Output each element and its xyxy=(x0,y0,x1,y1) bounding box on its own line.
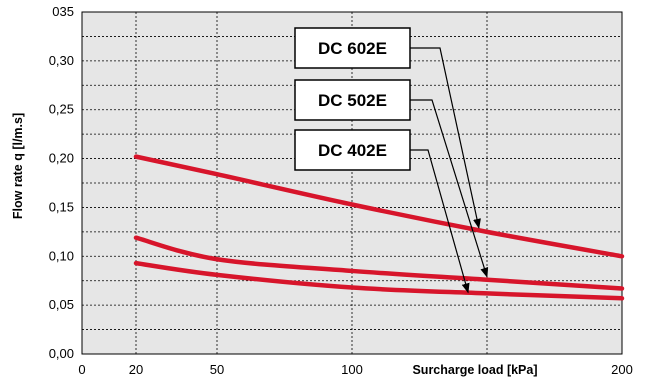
series-line-dc-402e xyxy=(133,260,625,301)
callout-box xyxy=(294,27,411,69)
legend-label: DC 402E xyxy=(318,141,387,160)
y-axis-label: Flow rate q [l/m.s] xyxy=(11,113,25,219)
y-tick-label: 0,15 xyxy=(49,199,74,214)
x-tick-label: 0 xyxy=(78,362,85,377)
callout-box xyxy=(294,79,411,121)
legend-label: DC 502E xyxy=(318,91,387,110)
y-tick-label: 0,30 xyxy=(49,53,74,68)
y-tick-label: 035 xyxy=(52,4,74,19)
leader-arrow xyxy=(410,99,489,278)
series-line-dc-502e xyxy=(133,235,625,291)
series-lines xyxy=(133,154,625,301)
y-tick-label: 0,05 xyxy=(49,297,74,312)
tick-labels: 0,00 0,05 0,10 0,15 0,20 0,25 0,30 035 0 20 50 100 S… xyxy=(49,4,633,377)
x-tick-label: 20 xyxy=(129,362,143,377)
y-tick-label: 0,20 xyxy=(49,151,74,166)
leader-arrow xyxy=(410,149,470,294)
callout-dc-402e: DC 402E xyxy=(294,129,470,294)
leader-arrow xyxy=(410,47,481,229)
y-tick-label: 0,25 xyxy=(49,102,74,117)
series-line-dc-602e xyxy=(133,154,625,259)
legend-callouts: DC 602E DC 502E DC 402E xyxy=(294,27,489,294)
x-tick-label: 100 xyxy=(341,362,363,377)
x-tick-label: 50 xyxy=(210,362,224,377)
callout-dc-602e: DC 602E xyxy=(294,27,481,229)
callout-dc-502e: DC 502E xyxy=(294,79,489,278)
y-tick-label: 0,10 xyxy=(49,248,74,263)
x-tick-label: 200 xyxy=(611,362,633,377)
x-axis-label: Surcharge load [kPa] xyxy=(412,363,537,377)
y-tick-label: 0,00 xyxy=(49,346,74,361)
legend-label: DC 602E xyxy=(318,39,387,58)
callout-box xyxy=(294,129,411,171)
